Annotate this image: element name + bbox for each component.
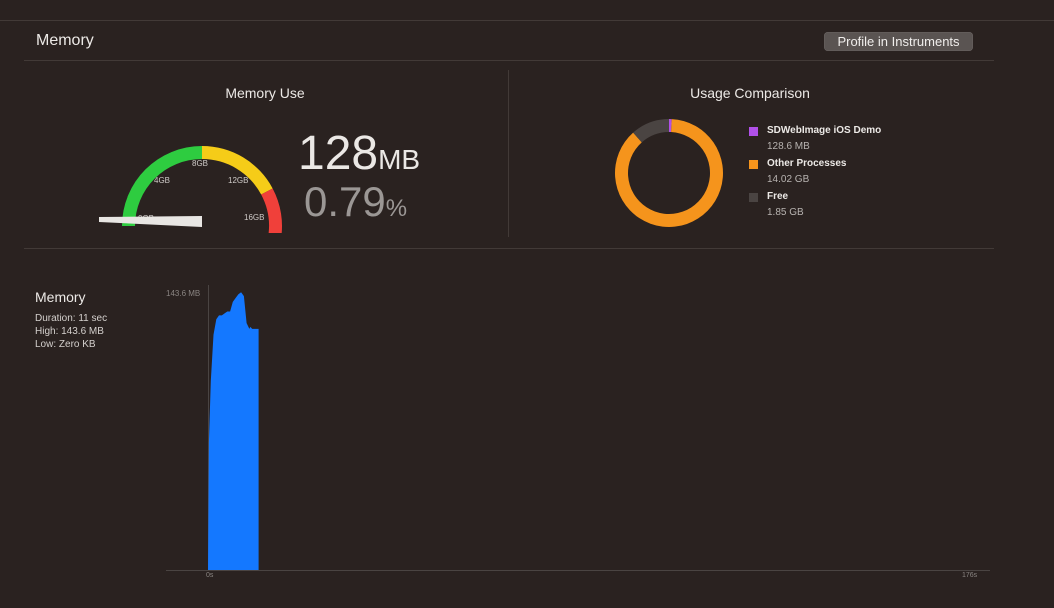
gauge-yellow-arc xyxy=(202,146,273,195)
legend-value-app: 128.6 MB xyxy=(767,141,810,152)
top-divider xyxy=(0,20,1054,21)
usage-legend: SDWebImage iOS Demo 128.6 MB Other Proce… xyxy=(749,125,949,224)
x-axis-start-label: 0s xyxy=(206,572,214,579)
gauge-needle xyxy=(99,216,202,227)
gauge-tick-8gb: 8GB xyxy=(192,159,208,168)
memory-area-series xyxy=(208,292,259,570)
memory-graph-title: Memory xyxy=(35,289,86,305)
legend-item-other: Other Processes 14.02 GB xyxy=(749,158,949,191)
header-divider xyxy=(24,60,994,61)
donut-slice-1 xyxy=(615,119,723,227)
section-divider-vertical xyxy=(508,70,509,237)
profile-in-instruments-button[interactable]: Profile in Instruments xyxy=(824,32,973,51)
donut-slice-0 xyxy=(669,119,672,133)
donut-slice-2 xyxy=(633,119,669,143)
memory-use-title: Memory Use xyxy=(225,85,305,101)
gauge-tick-4gb: 4GB xyxy=(154,176,170,185)
legend-name-app: SDWebImage iOS Demo xyxy=(767,125,882,136)
legend-value-free: 1.85 GB xyxy=(767,207,804,218)
legend-swatch-other xyxy=(749,160,758,169)
legend-swatch-free xyxy=(749,193,758,202)
legend-name-free: Free xyxy=(767,191,789,202)
memory-percent-number: 0.79 xyxy=(304,178,386,225)
memory-value-unit: MB xyxy=(378,144,421,175)
legend-swatch-app xyxy=(749,127,758,136)
high-stat: High: 143.6 MB xyxy=(35,326,104,337)
memory-value: 128MB xyxy=(298,126,420,181)
memory-percent-unit: % xyxy=(385,195,408,222)
usage-comparison-title: Usage Comparison xyxy=(690,85,810,101)
x-axis-end-label: 176s xyxy=(962,572,978,579)
gauge-green-arc xyxy=(122,146,202,226)
memory-gauge: 0GB 4GB 8GB 12GB 16GB xyxy=(99,146,282,233)
gauge-tick-12gb: 12GB xyxy=(228,176,248,185)
memory-timeline-chart: 143.6 MB 0s 176s xyxy=(166,285,990,579)
gauge-tick-16gb: 16GB xyxy=(244,213,264,222)
legend-name-other: Other Processes xyxy=(767,158,847,169)
memory-value-number: 128 xyxy=(298,127,379,180)
legend-item-app: SDWebImage iOS Demo 128.6 MB xyxy=(749,125,949,158)
legend-item-free: Free 1.85 GB xyxy=(749,191,949,224)
summary-divider xyxy=(24,248,994,249)
page-title: Memory xyxy=(36,32,94,49)
legend-value-other: 14.02 GB xyxy=(767,174,810,185)
low-stat: Low: Zero KB xyxy=(35,339,96,350)
y-axis-top-label: 143.6 MB xyxy=(166,289,200,298)
duration-stat: Duration: 11 sec xyxy=(35,313,108,324)
usage-donut-chart xyxy=(615,119,723,227)
memory-percent: 0.79% xyxy=(304,178,407,226)
gauge-red-arc xyxy=(261,188,282,233)
